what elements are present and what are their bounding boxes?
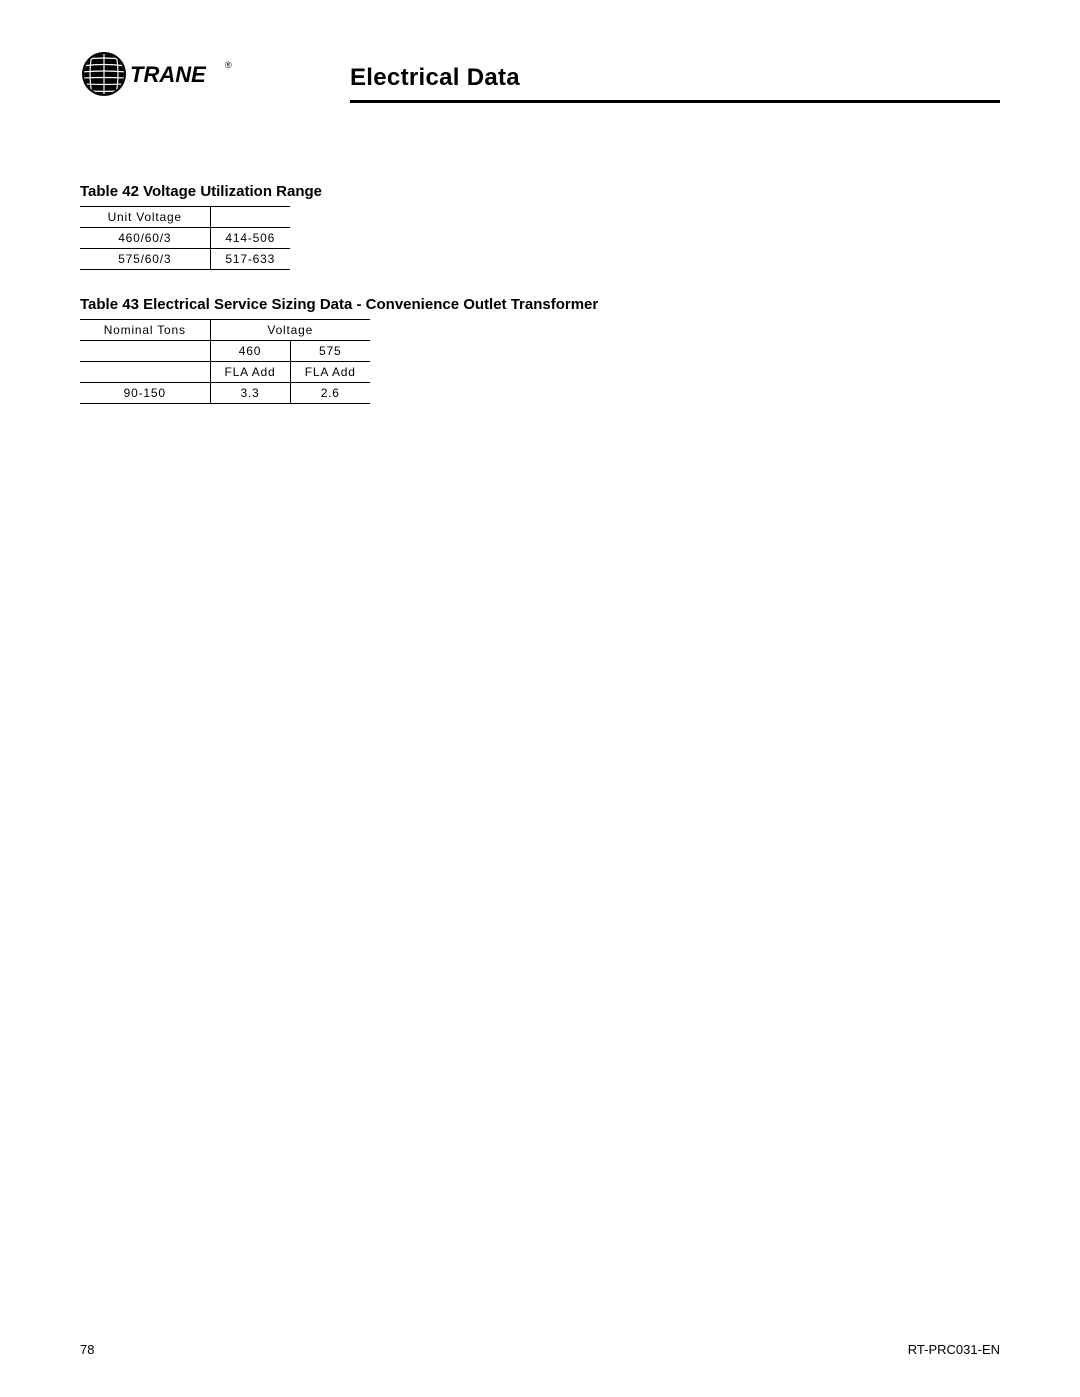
brand-logo: TRANE ® [80,50,350,98]
table43-header-voltage-group: Voltage [210,320,370,341]
table43: Nominal Tons Voltage 460 575 FLA Add FLA… [80,319,370,404]
table43-header-fla575: FLA Add [290,362,370,383]
svg-text:®: ® [225,60,232,70]
table43-header-row-2: 460 575 [80,341,370,362]
table-row: 90-150 3.3 2.6 [80,383,370,404]
table-row: 460/60/3 414-506 [80,228,290,249]
table42-header-row: Unit Voltage [80,207,290,228]
brand-wordmark: TRANE [130,62,207,87]
table43-caption: Table 43 Electrical Service Sizing Data … [80,296,1000,313]
header-rule [350,100,1000,103]
page-number: 78 [80,1342,94,1357]
table43-cell-fla460: 3.3 [210,383,290,404]
table43-header-575: 575 [290,341,370,362]
table43-header-row-3: FLA Add FLA Add [80,362,370,383]
table-row: 575/60/3 517-633 [80,249,290,270]
content-area: Table 42 Voltage Utilization Range Unit … [80,183,1000,404]
section-title: Electrical Data [350,64,520,98]
table43-blank [80,341,210,362]
table43-cell-tons: 90-150 [80,383,210,404]
table43-header-460: 460 [210,341,290,362]
table43-cell-fla575: 2.6 [290,383,370,404]
table43-blank [80,362,210,383]
page-footer: 78 RT-PRC031-EN [80,1342,1000,1357]
document-id: RT-PRC031-EN [908,1342,1000,1357]
table42-header-blank [210,207,290,228]
page: TRANE ® Electrical Data Table 42 Voltage… [0,0,1080,1397]
page-header: TRANE ® Electrical Data [80,50,1000,98]
table43-header-nominal: Nominal Tons [80,320,210,341]
table42-cell-range: 414-506 [210,228,290,249]
table42-cell-voltage: 575/60/3 [80,249,210,270]
table42-cell-range: 517-633 [210,249,290,270]
table42-caption: Table 42 Voltage Utilization Range [80,183,1000,200]
table43-header-fla460: FLA Add [210,362,290,383]
table42: Unit Voltage 460/60/3 414-506 575/60/3 5… [80,206,290,270]
table43-header-row-1: Nominal Tons Voltage [80,320,370,341]
trane-logo-icon: TRANE ® [80,50,240,98]
table42-cell-voltage: 460/60/3 [80,228,210,249]
table42-header-cell: Unit Voltage [80,207,210,228]
